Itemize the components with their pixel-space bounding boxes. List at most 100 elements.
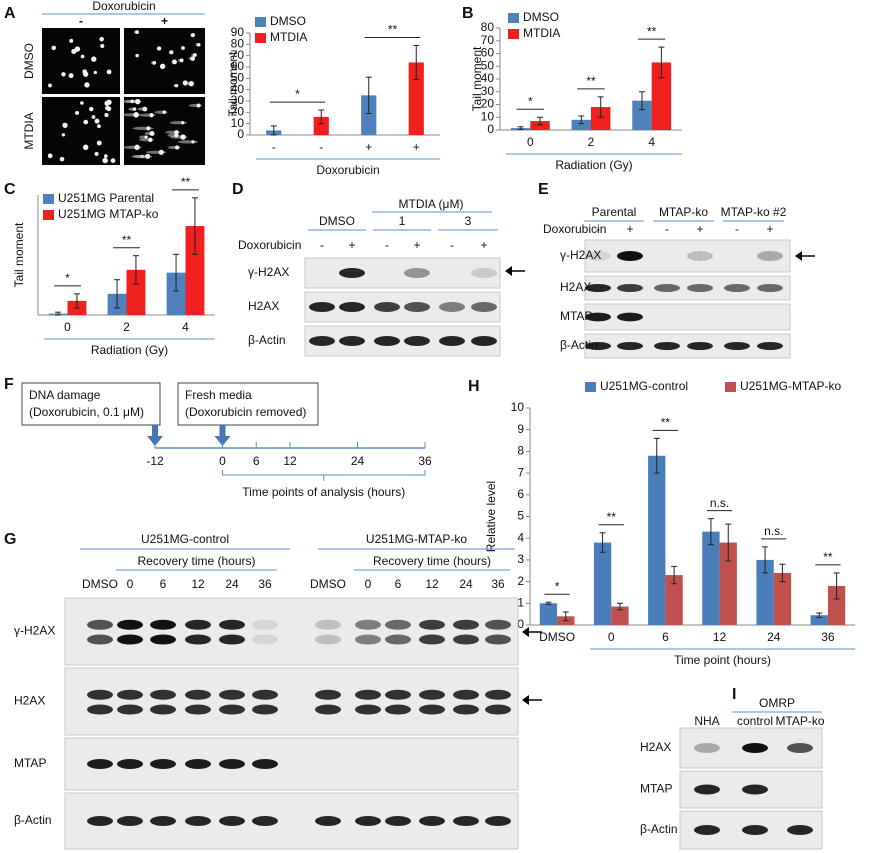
comet-head [135, 30, 139, 34]
band [355, 689, 381, 700]
timeline-tick-label: 24 [351, 454, 365, 468]
band [617, 342, 643, 350]
band [757, 284, 783, 292]
lane-label: 12 [191, 577, 205, 591]
bar [756, 559, 774, 625]
band [757, 251, 783, 261]
band [453, 619, 479, 630]
row-label: β-Actin [14, 813, 52, 827]
comet-head [180, 134, 186, 140]
treatment-label: Doxorubicin [92, 0, 155, 13]
comet-image [124, 97, 205, 165]
y-tick-label: 6 [517, 487, 524, 501]
row-label: H2AX [14, 694, 45, 708]
comet-head [48, 83, 52, 88]
band [315, 689, 341, 700]
band [355, 704, 381, 715]
band [419, 816, 445, 826]
lane-label: - [665, 222, 669, 236]
lane-label: control [737, 714, 773, 728]
significance-label: * [65, 271, 70, 285]
lane-label: + [413, 238, 420, 252]
lane-label: + [480, 238, 487, 252]
y-tick-label: 80 [231, 37, 245, 51]
group-label: MTAP-ko [659, 205, 708, 219]
panel-letter: F [4, 376, 14, 393]
band [404, 268, 430, 278]
text-box [177, 382, 319, 426]
legend-swatch [43, 210, 54, 220]
arrow-head [795, 251, 802, 261]
column-label: + [161, 14, 168, 28]
group-label: MTAP-ko #2 [721, 205, 787, 219]
range-label: Time points of analysis (hours) [242, 485, 405, 499]
comet-head [96, 140, 102, 146]
comet-head [134, 144, 140, 151]
bar [571, 119, 591, 130]
comet-head [159, 63, 166, 70]
band [87, 759, 113, 769]
comet-head [162, 110, 167, 115]
comet-head [135, 53, 139, 58]
significance-label: ** [823, 550, 833, 564]
box-text: (Doxorubicin, 0.1 μM) [29, 405, 144, 419]
comet-head [191, 140, 195, 144]
comet-head [93, 70, 97, 75]
comet-head [69, 38, 74, 43]
comet-head [179, 58, 184, 63]
comet-head [152, 60, 157, 65]
band [687, 342, 713, 350]
comet-head [149, 113, 154, 118]
range-bracket [222, 470, 426, 481]
band [185, 634, 211, 645]
row-label: MTAP [640, 782, 672, 796]
comet-head [61, 133, 66, 137]
band [87, 689, 113, 700]
comet-head [134, 98, 141, 105]
band [185, 619, 211, 630]
band [339, 302, 365, 312]
comet-head [83, 119, 89, 125]
band [150, 689, 176, 700]
band [219, 704, 245, 715]
bar [313, 116, 329, 135]
band [219, 759, 245, 769]
y-axis-label: Tail moment [470, 46, 484, 111]
comet-head [174, 130, 179, 135]
y-tick-label: 50 [231, 71, 245, 85]
band [485, 816, 511, 826]
comet-head [97, 124, 101, 129]
comet-head [182, 80, 188, 86]
band [585, 342, 611, 350]
timeline-tick-label: 6 [253, 454, 260, 468]
comet-tail [169, 121, 188, 125]
y-tick-label: 10 [511, 400, 525, 414]
legend-label: U251MG Parental [58, 191, 154, 205]
comet-head [80, 101, 84, 105]
lane-label: NHA [694, 714, 719, 728]
panel-letter: C [4, 181, 16, 198]
comet-head [142, 106, 148, 112]
x-axis-label: Radiation (Gy) [555, 158, 632, 172]
band [585, 251, 611, 261]
lane-label: - [320, 238, 324, 252]
y-axis-label: Tail moment [12, 222, 26, 287]
comet-head [68, 73, 74, 79]
band [150, 619, 176, 630]
band [252, 704, 278, 715]
band [419, 619, 445, 630]
y-axis-label: Tail moment [226, 51, 240, 116]
comet-head [47, 153, 53, 159]
band [385, 689, 411, 700]
band [485, 634, 511, 645]
band [87, 704, 113, 715]
y-tick-label: 0 [487, 122, 494, 136]
significance-label: ** [181, 175, 191, 189]
significance-label: * [528, 94, 533, 108]
comet-head [110, 158, 116, 164]
row-label: γ-H2AX [14, 624, 55, 638]
lane-label: DMSO [82, 577, 118, 591]
y-tick-label: 50 [481, 58, 495, 72]
band [117, 689, 143, 700]
legend-label: U251MG-control [600, 379, 688, 393]
